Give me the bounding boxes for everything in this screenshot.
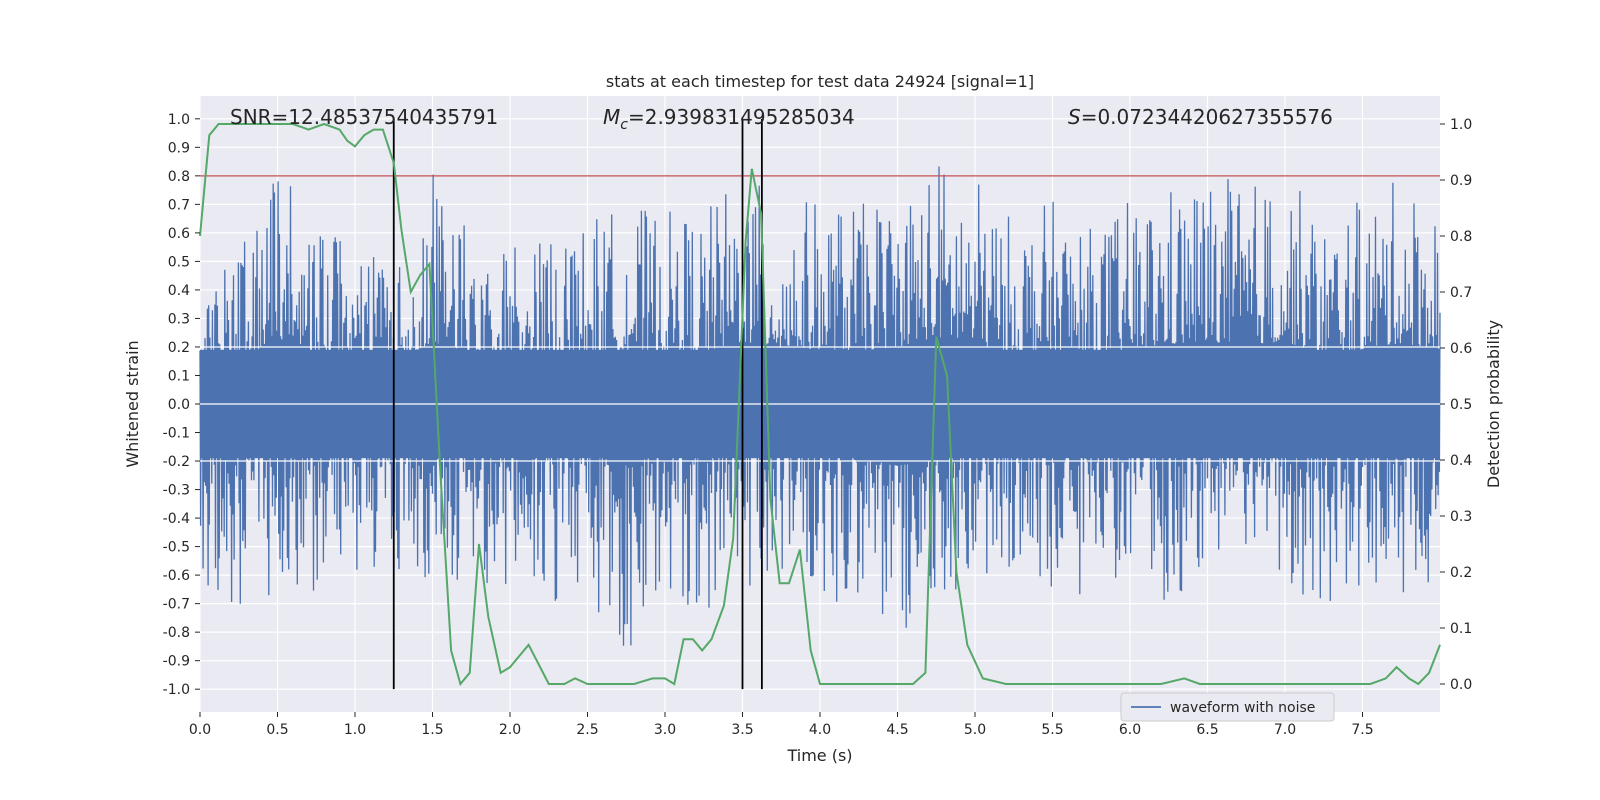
y2-tick-label: 1.0: [1450, 117, 1472, 133]
y-tick-label: 0.1: [168, 368, 190, 384]
y2-tick-label: 0.6: [1450, 341, 1472, 357]
waveform-layer: [199, 166, 1441, 646]
y2-tick-label: 0.8: [1450, 229, 1472, 245]
x-tick-label: 0.5: [266, 722, 288, 738]
chart-title: stats at each timestep for test data 249…: [606, 72, 1034, 91]
y-tick-label: 0.0: [168, 397, 190, 413]
x-tick-label: 6.5: [1196, 722, 1218, 738]
y2-tick-label: 0.1: [1450, 621, 1472, 637]
y2-tick-label: 0.4: [1450, 453, 1472, 469]
x-tick-label: 3.0: [654, 722, 676, 738]
y-axis-label: Whitened strain: [123, 340, 142, 467]
chirp-mass-annotation: Mc=2.939831495285034: [603, 105, 855, 133]
legend-box: [1120, 692, 1335, 722]
tick-layer: 0.0 0.5 1.0 1.5 2.0 2.5 3.0 3.5 4.0 4.5 5.0 5.5 6.0 6…: [163, 112, 1473, 738]
y-tick-label: -0.4: [163, 511, 190, 527]
x-tick-label: 0.0: [189, 722, 211, 738]
y2-tick-label: 0.9: [1450, 173, 1472, 189]
y-tick-label: -0.6: [163, 568, 190, 584]
x-tick-label: 4.5: [886, 722, 908, 738]
y-tick-label: -0.5: [163, 540, 190, 556]
legend-label: waveform with noise: [1170, 700, 1315, 716]
y-tick-label: 0.3: [168, 311, 190, 327]
overlay-layer: [199, 118, 1441, 690]
y2-tick-label: 0.5: [1450, 397, 1472, 413]
y2-tick-label: 0.3: [1450, 509, 1472, 525]
y-tick-label: -1.0: [163, 682, 190, 698]
y-tick-label: 0.6: [168, 226, 190, 242]
s-symbol: S: [1068, 105, 1081, 129]
y-tick-label: -0.9: [163, 654, 190, 670]
y-tick-label: -0.3: [163, 483, 190, 499]
s-annotation: S=0.07234420627355576: [1068, 105, 1333, 129]
x-tick-label: 6.0: [1119, 722, 1141, 738]
y-tick-label: 0.8: [168, 169, 190, 185]
y2-tick-label: 0.0: [1450, 677, 1472, 693]
y-tick-label: 0.4: [168, 283, 190, 299]
x-tick-label: 5.0: [964, 722, 986, 738]
chirp-mass-subscript: c: [620, 117, 628, 133]
x-tick-label: 7.0: [1274, 722, 1296, 738]
s-value: =0.07234420627355576: [1081, 105, 1333, 129]
x-tick-label: 1.0: [344, 722, 366, 738]
y2-tick-label: 0.7: [1450, 285, 1472, 301]
chirp-mass-symbol: M: [603, 105, 620, 129]
x-tick-label: 7.5: [1351, 722, 1373, 738]
x-tick-label: 2.0: [499, 722, 521, 738]
y2-tick-label: 0.2: [1450, 565, 1472, 581]
y-tick-label: 1.0: [168, 112, 190, 128]
y-tick-label: 0.7: [168, 197, 190, 213]
y-tick-label: -0.2: [163, 454, 190, 470]
y-tick-label: 0.2: [168, 340, 190, 356]
y-tick-label: -0.8: [163, 625, 190, 641]
y-tick-label: 0.5: [168, 254, 190, 270]
x-tick-label: 3.5: [731, 722, 753, 738]
y2-axis-label: Detection probability: [1484, 320, 1503, 488]
x-tick-label: 1.5: [421, 722, 443, 738]
y-tick-label: -0.1: [163, 426, 190, 442]
chirp-mass-value: =2.939831495285034: [628, 105, 855, 129]
detection-probability-line: [199, 122, 1441, 687]
legend: waveform with noise: [1120, 692, 1335, 722]
x-tick-label: 5.5: [1041, 722, 1063, 738]
y-tick-label: -0.7: [163, 597, 190, 613]
y-tick-label: 0.9: [168, 140, 190, 156]
snr-annotation: SNR=12.48537540435791: [230, 105, 498, 129]
x-tick-label: 2.5: [576, 722, 598, 738]
x-tick-label: 4.0: [809, 722, 831, 738]
x-axis-label: Time (s): [786, 746, 852, 765]
